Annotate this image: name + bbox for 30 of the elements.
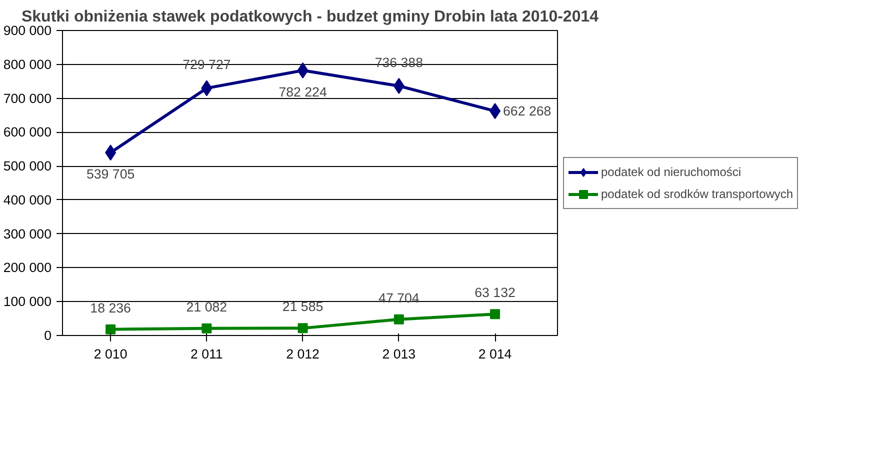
y-tick-label: 900 000 [3, 23, 52, 38]
point [394, 314, 404, 324]
point [490, 309, 500, 320]
y-tick-label: 0 [44, 328, 52, 343]
x-tick-label: 2 013 [382, 346, 416, 362]
y-tick-label: 200 000 [3, 260, 52, 276]
chart-title: Skutki obniżenia stawek podatkowych - budzet gminy Drobin lata 2010-2014 [21, 8, 599, 26]
x-tick-label: 2 012 [286, 346, 320, 362]
data-label: 662 268 [503, 104, 552, 119]
data-label: 18 236 [90, 300, 131, 316]
data-label: 63 132 [474, 285, 516, 300]
data-label: 21 585 [282, 299, 324, 314]
x-tick-label: 2 010 [94, 346, 128, 362]
data-label: 539 705 [86, 166, 135, 182]
legend-label: podatek od srodków transportowych [601, 186, 794, 200]
y-tick-label: 600 000 [3, 124, 52, 140]
point [298, 323, 308, 334]
y-tick-label: 300 000 [3, 226, 52, 242]
data-label: 782 224 [278, 84, 328, 100]
legend-label: podatek od nieruchomości [601, 164, 742, 178]
x-tick-label: 2 014 [478, 346, 512, 362]
y-tick-label: 100 000 [3, 294, 52, 310]
y-tick-label: 500 000 [3, 158, 52, 174]
y-tick-label: 700 000 [3, 90, 52, 106]
x-tick-label: 2 011 [190, 346, 223, 362]
data-label: 21 082 [186, 299, 228, 314]
point [106, 324, 116, 334]
point [202, 323, 212, 334]
y-tick-label: 400 000 [3, 192, 52, 208]
y-tick-label: 800 000 [3, 56, 52, 72]
